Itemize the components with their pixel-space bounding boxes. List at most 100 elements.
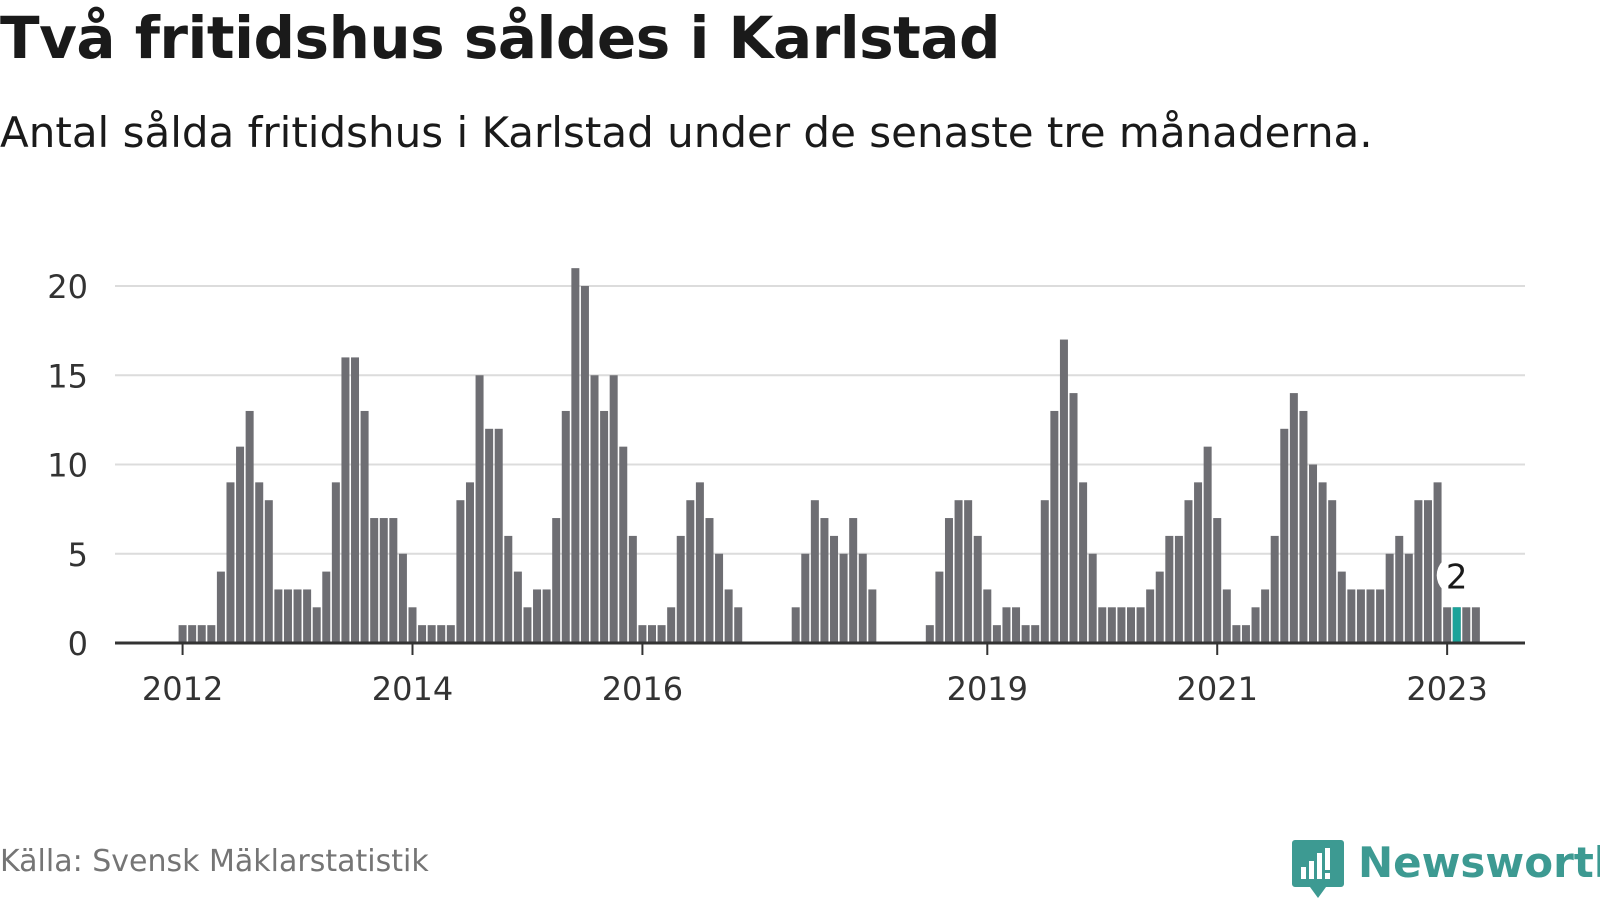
bar <box>935 571 944 643</box>
bar <box>724 589 733 643</box>
bar <box>1136 607 1145 643</box>
bar <box>1251 607 1260 643</box>
x-tick-label: 2023 <box>1406 670 1487 708</box>
bar <box>542 589 551 643</box>
bar <box>1031 625 1040 643</box>
bar <box>1107 607 1116 643</box>
brand-logo[interactable]: Newsworthy <box>1292 838 1600 900</box>
bar <box>734 607 743 643</box>
bar <box>207 625 216 643</box>
bar <box>398 553 407 643</box>
bar <box>925 625 934 643</box>
bar <box>1021 625 1030 643</box>
bar <box>341 357 350 643</box>
bar <box>1213 518 1222 643</box>
bar <box>1299 410 1308 643</box>
bar <box>676 535 685 643</box>
bar <box>1366 589 1375 643</box>
bar <box>1079 482 1088 643</box>
bar <box>820 518 829 643</box>
bar <box>1241 625 1250 643</box>
brand-name: Newsworthy <box>1358 838 1600 887</box>
bar-highlight <box>1452 607 1461 643</box>
bar <box>1165 535 1174 643</box>
bar <box>954 500 963 643</box>
bar <box>858 553 867 643</box>
bar <box>485 428 494 643</box>
bar <box>1270 535 1279 643</box>
x-tick-label: 2016 <box>602 670 683 708</box>
bar <box>1146 589 1155 643</box>
bar <box>1040 500 1049 643</box>
bar <box>1002 607 1011 643</box>
bars <box>178 268 1480 643</box>
bar <box>226 482 235 643</box>
bar <box>197 625 206 643</box>
newsworthy-chart-icon <box>1292 840 1344 898</box>
bar <box>236 446 245 643</box>
x-tick-label: 2019 <box>947 670 1028 708</box>
bar <box>1347 589 1356 643</box>
bar <box>715 553 724 643</box>
bar <box>791 607 800 643</box>
bar <box>1289 393 1298 643</box>
bar <box>1404 553 1413 643</box>
bar <box>322 571 331 643</box>
bar <box>992 625 1001 643</box>
bar <box>523 607 532 643</box>
bar <box>571 268 580 643</box>
bar <box>619 446 628 643</box>
bar <box>1222 589 1231 643</box>
bar <box>1385 553 1394 643</box>
bar <box>331 482 340 643</box>
bar <box>283 589 292 643</box>
chart-subtitle: Antal sålda fritidshus i Karlstad under … <box>0 108 1373 157</box>
bar <box>983 589 992 643</box>
bar <box>446 625 455 643</box>
y-tick-label: 10 <box>47 447 88 485</box>
bar <box>245 410 254 643</box>
bar <box>1280 428 1289 643</box>
bar <box>1414 500 1423 643</box>
bar <box>609 375 618 643</box>
x-tick-label: 2014 <box>372 670 453 708</box>
bar <box>1203 446 1212 643</box>
chart-title: Två fritidshus såldes i Karlstad <box>0 4 1001 72</box>
bar <box>810 500 819 643</box>
bar <box>465 482 474 643</box>
bar <box>638 625 647 643</box>
bar <box>370 518 379 643</box>
x-tick-label: 2012 <box>142 670 223 708</box>
bar <box>1356 589 1365 643</box>
y-tick-label: 5 <box>68 536 88 574</box>
bar <box>868 589 877 643</box>
bar <box>1309 464 1318 643</box>
bar <box>408 607 417 643</box>
bar <box>437 625 446 643</box>
bar <box>667 607 676 643</box>
bar <box>504 535 513 643</box>
bar-chart: 0 5 10 15 20 2012 2014 2016 2019 2021 2023 2 <box>47 268 1525 708</box>
bar <box>1059 339 1068 643</box>
bar <box>1194 482 1203 643</box>
bar <box>1117 607 1126 643</box>
bar <box>1232 625 1241 643</box>
bar <box>552 518 561 643</box>
y-tick-label: 15 <box>47 357 88 395</box>
bar <box>705 518 714 643</box>
bar <box>216 571 225 643</box>
bar <box>1069 393 1078 643</box>
bar <box>1471 607 1480 643</box>
x-axis-tick-labels: 2012 2014 2016 2019 2021 2023 <box>142 670 1488 708</box>
bar <box>1337 571 1346 643</box>
bar <box>1088 553 1097 643</box>
bar <box>360 410 369 643</box>
data-labels: 2 <box>1436 555 1477 597</box>
bar <box>1443 607 1452 643</box>
bar <box>1462 607 1471 643</box>
bar <box>1376 589 1385 643</box>
bar <box>944 518 953 643</box>
bar <box>494 428 503 643</box>
y-axis-tick-labels: 0 5 10 15 20 <box>47 268 88 663</box>
bar <box>513 571 522 643</box>
